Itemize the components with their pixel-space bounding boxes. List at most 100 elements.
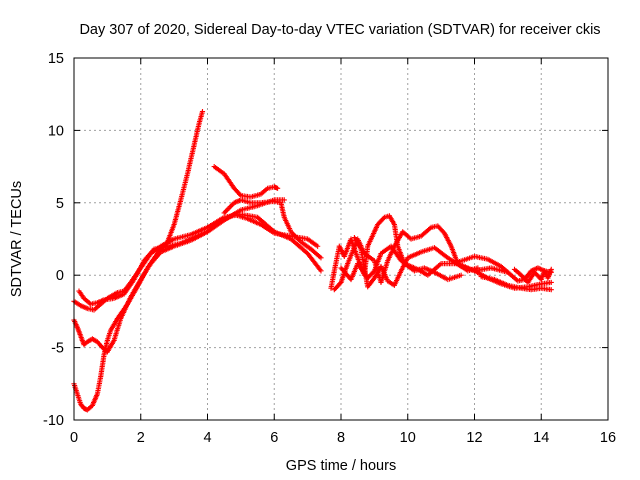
data-marker-run bbox=[131, 259, 146, 283]
y-tick-label: 5 bbox=[56, 196, 64, 212]
data-marker-run bbox=[81, 340, 89, 348]
series-track-7 bbox=[328, 213, 464, 291]
data-marker-run bbox=[448, 243, 460, 265]
x-tick-label: 8 bbox=[337, 430, 345, 446]
data-marker-run bbox=[84, 404, 94, 413]
series-track-6 bbox=[221, 197, 324, 261]
x-axis-label: GPS time / hours bbox=[286, 458, 396, 474]
data-marker-run bbox=[425, 262, 443, 278]
data-marker-run bbox=[258, 186, 269, 197]
data-marker-run bbox=[371, 252, 383, 274]
data-marker-run bbox=[391, 230, 405, 249]
data-marker-run bbox=[238, 203, 259, 213]
data-marker-run bbox=[231, 185, 243, 197]
data-marker-run bbox=[375, 215, 386, 228]
data-marker-run bbox=[281, 214, 293, 233]
data-marker-run bbox=[118, 295, 133, 322]
data-marker-run bbox=[258, 221, 276, 235]
data-marker-run bbox=[365, 276, 376, 290]
data-marker-run bbox=[435, 223, 446, 235]
data-marker-run bbox=[245, 216, 262, 227]
data-marker-run bbox=[491, 276, 509, 288]
data-marker-run bbox=[89, 392, 100, 409]
data-marker-run bbox=[331, 281, 343, 293]
data-marker-run bbox=[221, 171, 236, 190]
data-points bbox=[71, 108, 554, 413]
data-marker-run bbox=[204, 220, 223, 235]
data-marker-run bbox=[418, 225, 433, 239]
data-marker-run bbox=[391, 269, 403, 288]
data-marker-run bbox=[365, 230, 377, 249]
data-marker-run bbox=[305, 236, 319, 248]
chart-title: Day 307 of 2020, Sidereal Day-to-day VTE… bbox=[79, 22, 600, 38]
data-marker-run bbox=[128, 278, 143, 300]
data-marker-run bbox=[98, 353, 107, 380]
data-marker-run bbox=[441, 230, 453, 248]
data-marker-run bbox=[111, 292, 126, 301]
data-marker-run bbox=[400, 229, 413, 241]
data-marker-run bbox=[455, 254, 476, 265]
data-marker-run bbox=[271, 230, 292, 239]
data-marker-run bbox=[378, 263, 390, 282]
data-marker-run bbox=[81, 295, 92, 306]
data-marker-run bbox=[184, 144, 197, 177]
data-marker-run bbox=[431, 245, 450, 260]
x-tick-label: 6 bbox=[270, 430, 278, 446]
data-marker-run bbox=[191, 229, 209, 241]
data-marker bbox=[548, 266, 554, 273]
data-marker bbox=[318, 255, 324, 261]
data-marker-run bbox=[415, 266, 429, 277]
data-marker-run bbox=[398, 256, 410, 274]
data-marker-run bbox=[74, 324, 83, 338]
data-marker-run bbox=[91, 302, 102, 313]
y-tick-label: 15 bbox=[48, 51, 64, 67]
y-tick-label: -10 bbox=[43, 413, 64, 429]
data-marker bbox=[548, 287, 554, 293]
data-marker-run bbox=[178, 173, 190, 203]
data-marker-run bbox=[405, 262, 419, 272]
y-tick-label: 0 bbox=[56, 268, 64, 284]
y-axis-ticks: -10 -5 0 5 10 15 bbox=[43, 51, 608, 429]
x-axis-ticks: 0 2 4 6 8 10 12 14 16 bbox=[70, 58, 616, 446]
data-marker-run bbox=[148, 250, 163, 267]
data-marker-run bbox=[431, 269, 449, 282]
y-axis-label: SDTVAR / TECUs bbox=[9, 181, 25, 297]
x-tick-label: 2 bbox=[137, 430, 145, 446]
x-tick-label: 10 bbox=[400, 430, 416, 446]
data-marker-run bbox=[386, 213, 397, 226]
data-marker-run bbox=[361, 250, 376, 263]
data-marker-run bbox=[111, 317, 123, 343]
data-marker-run bbox=[94, 375, 103, 397]
y-tick-label: 10 bbox=[48, 123, 64, 139]
data-marker-run bbox=[81, 405, 89, 412]
data-marker-run bbox=[331, 245, 342, 274]
data-marker-run bbox=[351, 235, 363, 251]
data-marker bbox=[315, 243, 321, 249]
data-marker-run bbox=[191, 122, 202, 148]
data-marker bbox=[548, 279, 554, 286]
data-marker-run bbox=[535, 265, 546, 273]
x-tick-label: 4 bbox=[203, 430, 211, 446]
data-marker-run bbox=[108, 317, 120, 333]
data-marker-run bbox=[121, 278, 136, 297]
data-marker bbox=[318, 268, 324, 274]
data-marker-run bbox=[328, 270, 337, 291]
data-marker-run bbox=[385, 278, 396, 288]
data-marker-run bbox=[231, 197, 243, 206]
data-marker-run bbox=[89, 336, 99, 344]
data-marker-run bbox=[188, 225, 209, 238]
data-marker-run bbox=[485, 256, 503, 269]
grid bbox=[74, 58, 608, 420]
series-track-12 bbox=[478, 274, 554, 293]
data-marker-run bbox=[74, 391, 83, 405]
data-marker-run bbox=[78, 401, 86, 410]
x-tick-label: 12 bbox=[466, 430, 482, 446]
data-marker-run bbox=[94, 339, 104, 349]
data-marker-run bbox=[405, 250, 423, 261]
data-marker-run bbox=[381, 213, 391, 220]
data-marker bbox=[281, 197, 287, 203]
x-tick-label: 0 bbox=[70, 430, 78, 446]
data-marker-run bbox=[288, 229, 303, 244]
data-marker-run bbox=[498, 263, 513, 277]
